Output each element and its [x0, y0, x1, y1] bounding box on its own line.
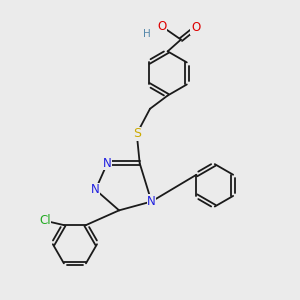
Text: H: H: [143, 29, 151, 39]
Text: N: N: [147, 195, 156, 208]
Text: N: N: [91, 183, 100, 196]
Text: Cl: Cl: [39, 214, 50, 227]
Text: O: O: [157, 20, 167, 33]
Text: N: N: [103, 157, 112, 170]
Text: O: O: [191, 21, 200, 34]
Text: S: S: [133, 127, 141, 140]
